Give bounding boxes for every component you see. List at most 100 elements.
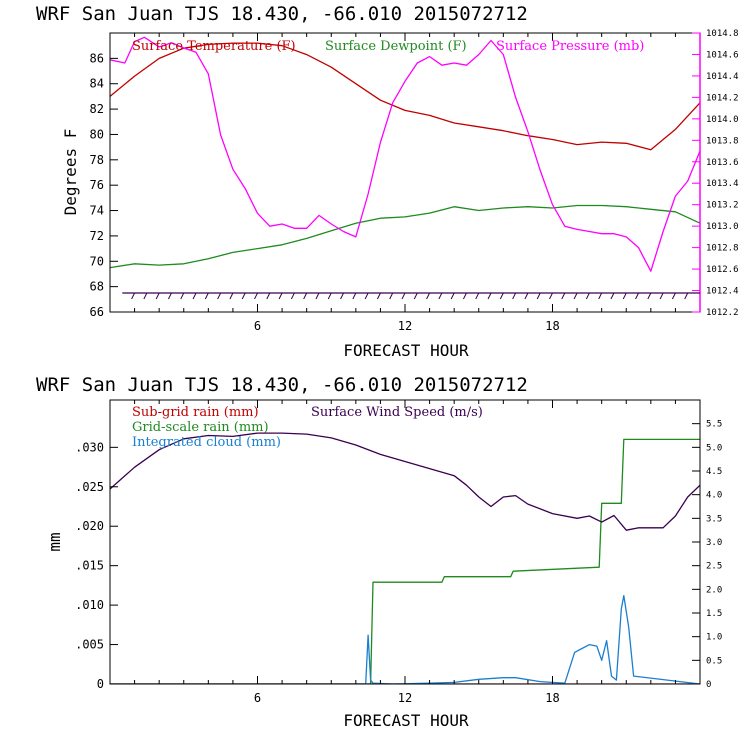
y2-tick-label: 5.5 bbox=[706, 420, 722, 430]
legend-dewpoint: Surface Dewpoint (F) bbox=[325, 39, 467, 54]
y-tick-label: .010 bbox=[75, 598, 104, 612]
x-tick-label: 6 bbox=[254, 319, 261, 333]
y2-tick-label: 4.5 bbox=[706, 467, 722, 477]
dewpoint-line bbox=[110, 204, 700, 269]
wind-barb bbox=[635, 292, 639, 300]
wind-barb bbox=[143, 292, 148, 300]
wind-barb bbox=[241, 292, 246, 300]
wind-barb bbox=[549, 292, 553, 300]
y2-tick-label: 5.0 bbox=[706, 443, 722, 453]
wind-barb bbox=[352, 292, 357, 300]
y2-tick-label: 1013.6 bbox=[706, 158, 739, 168]
y-tick-label: .005 bbox=[75, 638, 104, 652]
gridscale-rain-line bbox=[110, 438, 700, 684]
y2-tick-label: 2.0 bbox=[706, 585, 722, 595]
legend-pressure: Surface Pressure (mb) bbox=[496, 39, 644, 54]
y-tick-label: .015 bbox=[75, 559, 104, 573]
temperature-line bbox=[110, 42, 700, 151]
y2-tick-label: 1012.8 bbox=[706, 244, 739, 254]
y-tick-label: 68 bbox=[90, 280, 104, 294]
y-tick-label: 78 bbox=[90, 153, 104, 167]
legend-wind-speed: Surface Wind Speed (m/s) bbox=[311, 405, 483, 420]
wind-barb bbox=[229, 292, 234, 300]
y-tick-label: 80 bbox=[90, 127, 104, 141]
y2-tick-label: 3.5 bbox=[706, 514, 722, 524]
x-tick-label: 6 bbox=[254, 691, 261, 705]
wind-barb bbox=[610, 292, 615, 300]
wind-barb bbox=[327, 292, 332, 300]
wind-barb bbox=[192, 292, 197, 300]
wind-barb bbox=[303, 292, 308, 300]
precipitation-chart: WRF San Juan TJS 18.430, -66.010 2015072… bbox=[36, 374, 722, 730]
wind-barb bbox=[204, 292, 209, 300]
y-tick-label: .020 bbox=[75, 519, 104, 533]
wind-barb bbox=[290, 292, 295, 300]
wind-barb bbox=[401, 292, 406, 300]
wind-barb bbox=[536, 292, 541, 300]
y2-tick-label: 3.0 bbox=[706, 538, 722, 548]
y2-tick-label: 1.5 bbox=[706, 609, 722, 619]
y-tick-label: 66 bbox=[90, 305, 104, 319]
y-tick-label: .030 bbox=[75, 440, 104, 454]
y-tick-label: 74 bbox=[90, 204, 104, 218]
legend-temperature: Surface Temperature (F) bbox=[132, 39, 296, 54]
wind-barb bbox=[315, 292, 320, 300]
wind-barb bbox=[278, 292, 283, 300]
wind-barb bbox=[647, 292, 652, 300]
y2-tick-label: 1.0 bbox=[706, 633, 722, 643]
y-tick-label: .025 bbox=[75, 480, 104, 494]
wind-barb bbox=[389, 292, 394, 300]
x-tick-label: 18 bbox=[545, 319, 559, 333]
y2-tick-label: 1014.8 bbox=[706, 29, 739, 39]
wind-barb bbox=[180, 292, 185, 300]
y2-tick-label: 1013.8 bbox=[706, 136, 739, 146]
wind-barbs bbox=[122, 292, 700, 300]
wind-barb bbox=[475, 292, 480, 300]
wind-barb bbox=[254, 292, 258, 300]
wind-barb bbox=[168, 292, 172, 300]
y2-tick-label: 0 bbox=[706, 680, 711, 690]
y-tick-label: 72 bbox=[90, 229, 104, 243]
wind-barb bbox=[671, 292, 676, 300]
y2-tick-label: 2.5 bbox=[706, 562, 722, 572]
wind-barb bbox=[573, 292, 578, 300]
y2-tick-label: 1014.4 bbox=[706, 72, 739, 82]
wind-barb bbox=[622, 292, 627, 300]
y2-tick-label: 1012.2 bbox=[706, 308, 739, 318]
x-tick-label: 12 bbox=[398, 319, 412, 333]
wind-barb bbox=[426, 292, 431, 300]
y2-tick-label: 1012.6 bbox=[706, 265, 739, 275]
y-tick-label: 70 bbox=[90, 254, 104, 268]
wind-barb bbox=[684, 292, 689, 300]
y-tick-label: 0 bbox=[97, 677, 104, 691]
wind-barb bbox=[499, 292, 504, 300]
plot-frame bbox=[109, 32, 701, 313]
x-tick-label: 18 bbox=[545, 691, 559, 705]
legend-subgrid-rain: Sub-grid rain (mm) bbox=[132, 405, 259, 420]
wind-barb bbox=[463, 292, 467, 300]
wind-barb bbox=[512, 292, 517, 300]
y2-tick-label: 0.5 bbox=[706, 656, 722, 666]
y2-tick-label: 1013.2 bbox=[706, 201, 739, 211]
y-tick-label: 86 bbox=[90, 51, 104, 65]
wind-barb bbox=[217, 292, 222, 300]
y2-tick-label: 1013.4 bbox=[706, 179, 739, 189]
wind-barb bbox=[487, 292, 492, 300]
legend-gridscale-rain: Grid-scale rain (mm) bbox=[132, 420, 269, 435]
wind-barb bbox=[131, 292, 136, 300]
x-axis-label: FORECAST HOUR bbox=[343, 711, 469, 730]
y-axis-label: Degrees F bbox=[61, 129, 80, 216]
wind-barb bbox=[155, 292, 160, 300]
wind-barb bbox=[364, 292, 369, 300]
x-tick-label: 12 bbox=[398, 691, 412, 705]
wind-barb bbox=[585, 292, 590, 300]
wind-barb bbox=[450, 292, 455, 300]
wind-barb bbox=[561, 292, 566, 300]
wind-barb bbox=[376, 292, 381, 300]
integrated-cloud-line bbox=[110, 594, 700, 684]
y-tick-label: 84 bbox=[90, 77, 104, 91]
wind-barb bbox=[524, 292, 529, 300]
x-axis-label: FORECAST HOUR bbox=[343, 341, 469, 360]
pressure-line bbox=[110, 36, 700, 272]
